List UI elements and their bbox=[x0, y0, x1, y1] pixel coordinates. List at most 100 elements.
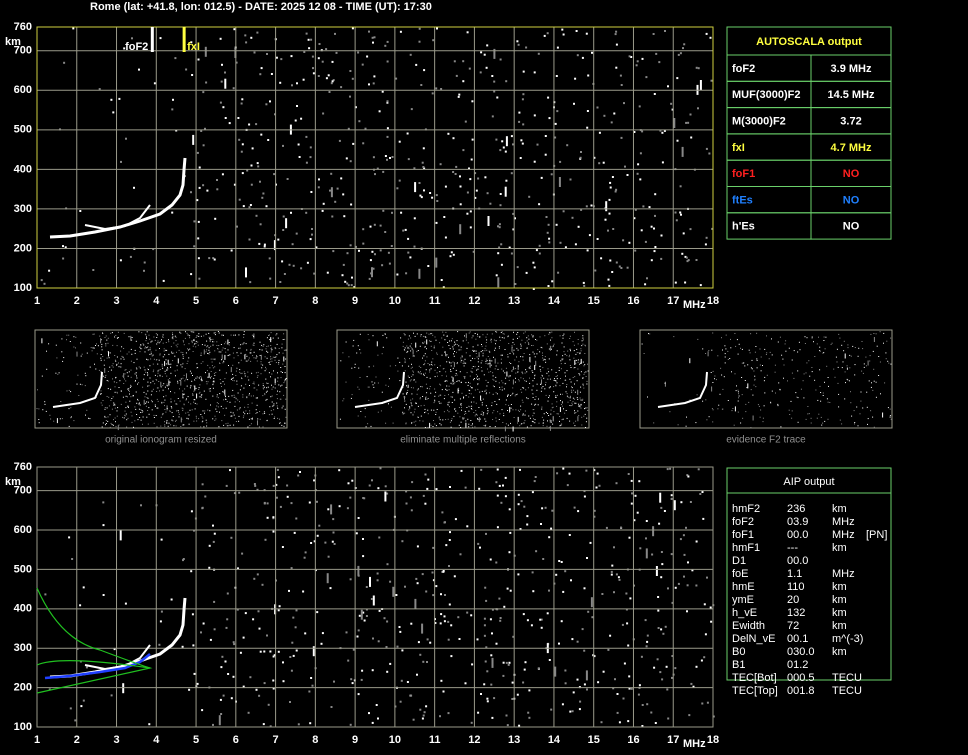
noise-dot bbox=[820, 400, 822, 402]
noise-dot bbox=[541, 416, 543, 418]
noise-dot bbox=[635, 64, 638, 67]
noise-dot bbox=[426, 392, 428, 394]
noise-dot bbox=[641, 725, 644, 727]
noise-dot bbox=[423, 69, 426, 72]
noise-dot bbox=[76, 351, 78, 357]
noise-dot bbox=[870, 410, 872, 412]
noise-dot bbox=[410, 343, 412, 345]
noise-dot bbox=[414, 408, 416, 410]
noise-dot bbox=[115, 377, 117, 379]
noise-dot bbox=[538, 203, 541, 206]
noise-dot bbox=[601, 593, 604, 595]
noise-dot bbox=[473, 412, 475, 413]
noise-dot bbox=[168, 339, 169, 341]
noise-dot bbox=[551, 369, 553, 371]
noise-dot bbox=[135, 367, 137, 369]
noise-dot bbox=[521, 142, 524, 145]
noise-dot bbox=[215, 408, 217, 410]
noise-dot bbox=[511, 681, 514, 684]
noise-dot bbox=[784, 343, 786, 345]
noise-dot bbox=[56, 357, 58, 359]
aip-cell: foF1 bbox=[732, 529, 754, 541]
noise-dot bbox=[125, 401, 127, 403]
noise-dot bbox=[583, 387, 585, 389]
noise-dot bbox=[759, 364, 761, 366]
noise-dot bbox=[537, 667, 540, 670]
noise-dot bbox=[126, 419, 128, 421]
noise-dot bbox=[538, 398, 539, 400]
noise-dot bbox=[582, 377, 584, 379]
noise-dot bbox=[822, 392, 824, 394]
noise-dot bbox=[547, 378, 549, 380]
noise-dot bbox=[104, 337, 106, 338]
noise-dot bbox=[369, 576, 371, 587]
noise-dot bbox=[493, 356, 494, 358]
noise-dot bbox=[171, 352, 173, 354]
noise-dot bbox=[550, 413, 552, 415]
noise-dot bbox=[251, 372, 253, 374]
noise-dot bbox=[116, 363, 118, 365]
noise-dot bbox=[489, 351, 491, 353]
x-tick-label: 15 bbox=[588, 734, 600, 746]
noise-dot bbox=[485, 599, 488, 602]
noise-dot bbox=[166, 420, 168, 422]
noise-dot bbox=[486, 349, 488, 351]
noise-dot bbox=[134, 406, 136, 408]
noise-dot bbox=[186, 398, 187, 400]
noise-dot bbox=[811, 367, 813, 368]
x-tick-label: 13 bbox=[508, 734, 520, 746]
noise-dot bbox=[699, 493, 702, 495]
noise-dot bbox=[185, 378, 187, 380]
noise-dot bbox=[170, 366, 172, 368]
noise-dot bbox=[618, 721, 621, 724]
noise-dot bbox=[196, 403, 198, 405]
noise-dot bbox=[162, 336, 164, 338]
noise-dot bbox=[498, 382, 500, 384]
noise-dot bbox=[610, 573, 613, 576]
noise-dot bbox=[671, 655, 674, 657]
noise-dot bbox=[444, 351, 446, 353]
noise-dot bbox=[501, 140, 504, 143]
noise-dot bbox=[427, 426, 429, 428]
noise-dot bbox=[878, 375, 880, 376]
noise-dot bbox=[587, 409, 589, 411]
noise-dot bbox=[84, 372, 86, 374]
noise-dot bbox=[658, 522, 661, 525]
noise-dot bbox=[246, 169, 249, 172]
noise-dot bbox=[197, 220, 200, 223]
noise-dot bbox=[233, 643, 236, 646]
noise-dot bbox=[533, 114, 536, 117]
noise-dot bbox=[865, 365, 867, 367]
noise-dot bbox=[819, 369, 821, 371]
noise-dot bbox=[472, 335, 474, 337]
noise-dot bbox=[190, 385, 192, 387]
noise-dot bbox=[835, 356, 837, 358]
aip-cell: 03.9 bbox=[787, 516, 808, 528]
noise-dot bbox=[419, 708, 422, 711]
autoscala-header bbox=[726, 26, 892, 56]
table-cell bbox=[810, 212, 892, 240]
noise-dot bbox=[402, 345, 404, 347]
noise-dot bbox=[146, 337, 147, 339]
noise-dot bbox=[144, 351, 146, 353]
noise-dot bbox=[282, 661, 284, 664]
noise-dot bbox=[202, 361, 204, 363]
noise-dot bbox=[556, 46, 559, 49]
noise-dot bbox=[202, 417, 204, 419]
noise-dot bbox=[609, 181, 612, 184]
noise-dot bbox=[564, 379, 566, 381]
x-tick-label: 4 bbox=[153, 295, 160, 307]
noise-dot bbox=[193, 338, 195, 340]
noise-dot bbox=[411, 393, 413, 395]
noise-dot bbox=[117, 407, 119, 409]
noise-dot bbox=[232, 373, 234, 375]
noise-dot bbox=[650, 711, 653, 714]
noise-dot bbox=[517, 372, 519, 373]
noise-dot bbox=[783, 364, 785, 366]
noise-dot bbox=[396, 645, 399, 648]
noise-dot bbox=[218, 715, 221, 726]
noise-dot bbox=[581, 56, 584, 59]
noise-dot bbox=[463, 417, 465, 419]
noise-dot bbox=[868, 380, 870, 382]
noise-dot bbox=[187, 396, 189, 398]
